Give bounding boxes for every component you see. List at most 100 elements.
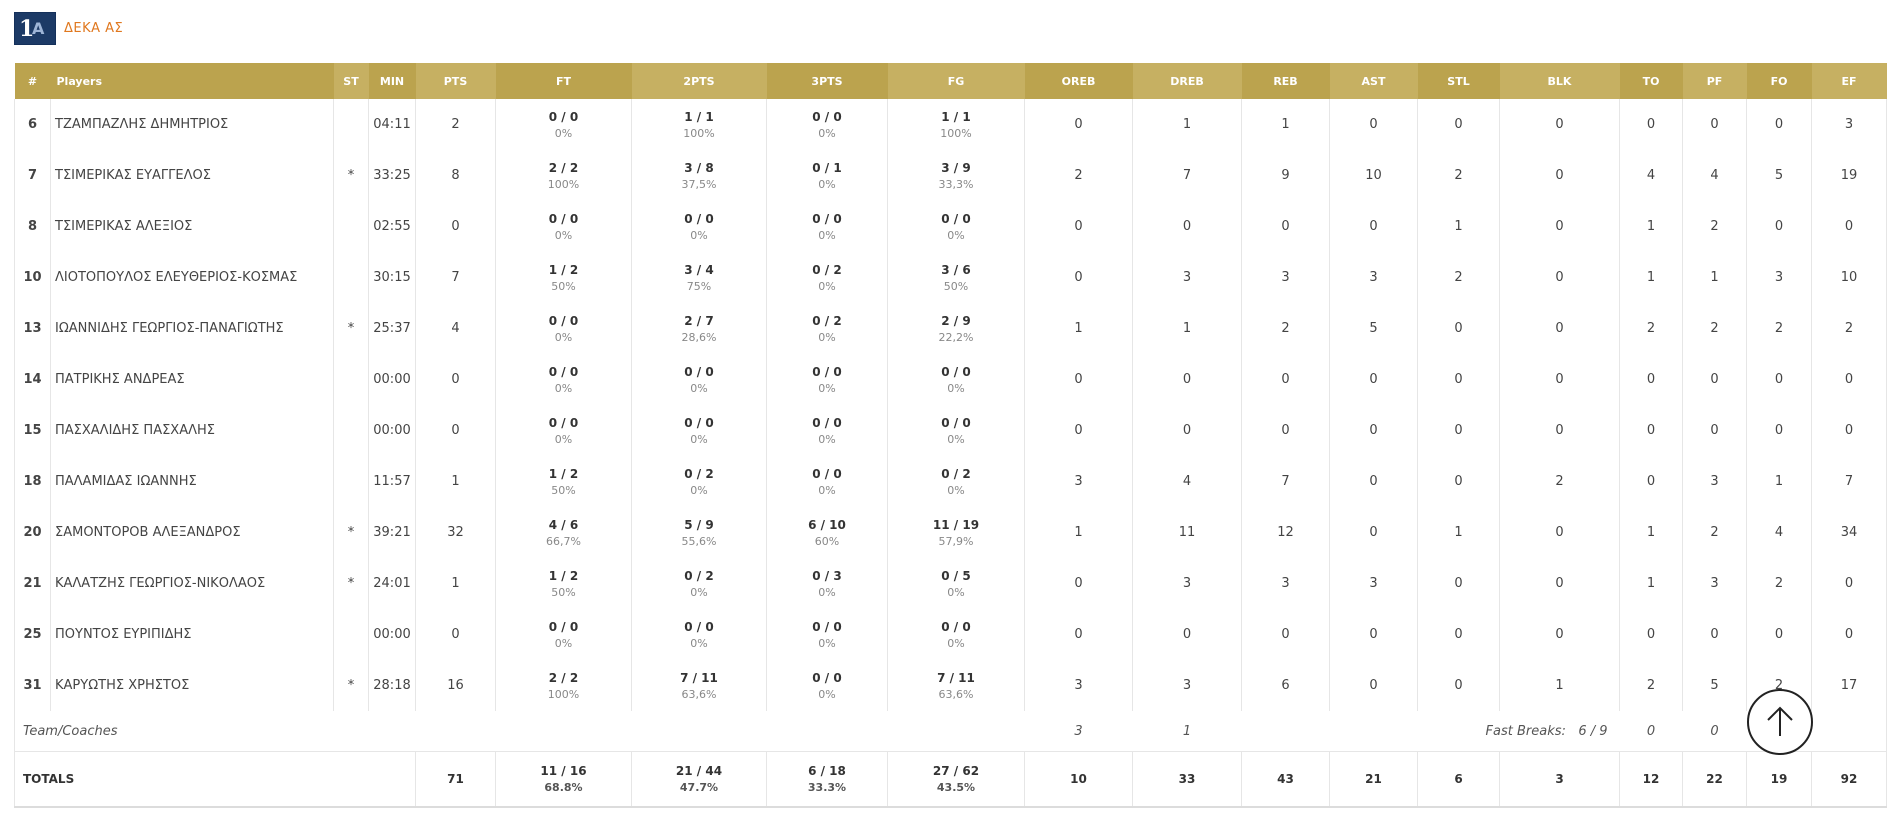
player-name[interactable]: ΠΑΤΡΙΚΗΣ ΑΝΔΡΕΑΣ [50, 354, 334, 405]
col-header-pts[interactable]: PTS [415, 63, 496, 99]
player-name[interactable]: ΠΑΣΧΑΛΙΔΗΣ ΠΑΣΧΑΛΗΣ [50, 405, 334, 456]
fg-made-attempted: 0 / 5 [941, 568, 971, 583]
ft-made-attempted: 1 / 2 [548, 262, 579, 277]
2pts-made-attempted: 2 / 7 [684, 313, 714, 328]
fg-made-attempted: 2 / 9 [941, 313, 971, 328]
player-pf: 0 [1682, 99, 1747, 150]
col-header-2pts[interactable]: 2PTS [631, 63, 767, 99]
player-name[interactable]: ΤΖΑΜΠΑΖΛΗΣ ΔΗΜΗΤΡΙΟΣ [50, 99, 334, 150]
team-logo: 1 Α [14, 11, 56, 45]
player-name[interactable]: ΤΣΙΜΕΡΙΚΑΣ ΑΛΕΞΙΟΣ [50, 201, 334, 252]
player-2pts: 0 / 2 0% [631, 558, 767, 609]
player-name[interactable]: ΛΙΟΤΟΠΟΥΛΟΣ ΕΛΕΥΘΕΡΙΟΣ-ΚΟΣΜΑΣ [50, 252, 334, 303]
col-header-ef[interactable]: EF [1811, 63, 1887, 99]
col-header-ft[interactable]: FT [495, 63, 632, 99]
player-ef: 3 [1811, 99, 1887, 150]
player-oreb: 3 [1024, 456, 1133, 507]
player-to: 0 [1619, 405, 1683, 456]
player-number: 18 [14, 456, 51, 507]
player-name[interactable]: ΙΩΑΝΝΙΔΗΣ ΓΕΩΡΓΙΟΣ-ΠΑΝΑΓΙΩΤΗΣ [50, 303, 334, 354]
player-fg: 0 / 0 0% [887, 201, 1025, 252]
col-header-fo[interactable]: FO [1746, 63, 1812, 99]
ft-pct: 100% [547, 687, 580, 701]
3pts-pct: 0% [818, 585, 836, 599]
player-to: 2 [1619, 660, 1683, 711]
player-reb: 0 [1241, 354, 1330, 405]
player-oreb: 3 [1024, 660, 1133, 711]
fg-made-attempted: 3 / 6 [941, 262, 971, 277]
player-pts: 1 [415, 456, 496, 507]
player-blk: 0 [1499, 609, 1620, 660]
player-pts: 0 [415, 201, 496, 252]
col-header-dreb[interactable]: DREB [1132, 63, 1242, 99]
2pts-made-attempted: 0 / 0 [684, 619, 714, 634]
col-header-ast[interactable]: AST [1329, 63, 1418, 99]
col-header-3pts[interactable]: 3PTS [766, 63, 888, 99]
player-pts: 0 [415, 609, 496, 660]
player-stl: 0 [1417, 558, 1500, 609]
ft-made-attempted: 1 / 2 [548, 466, 579, 481]
player-ft: 0 / 0 0% [495, 354, 632, 405]
col-header-blk[interactable]: BLK [1499, 63, 1620, 99]
3pts-pct: 0% [818, 126, 836, 140]
starter-mark: * [333, 558, 369, 609]
team-name[interactable]: ΔΕΚΑ ΑΣ [64, 20, 124, 36]
col-header-min[interactable]: MIN [368, 63, 416, 99]
team-oreb: 3 [1074, 723, 1083, 739]
player-to: 1 [1619, 558, 1683, 609]
totals-blk: 3 [1499, 751, 1620, 808]
starter-mark [333, 456, 369, 507]
player-oreb: 0 [1024, 609, 1133, 660]
player-reb: 3 [1241, 558, 1330, 609]
player-3pts: 0 / 0 0% [766, 609, 888, 660]
player-name[interactable]: ΣΑΜΟΝΤΟΡΟΒ ΑΛΕΞΑΝΔΡΟΣ [50, 507, 334, 558]
2pts-pct: 0% [690, 228, 708, 242]
col-header-to[interactable]: TO [1619, 63, 1683, 99]
ft-made-attempted: 0 / 0 [548, 109, 579, 124]
3pts-made-attempted: 0 / 1 [812, 160, 842, 175]
col-header-num[interactable]: # [14, 63, 51, 99]
totals-fo: 19 [1746, 751, 1812, 808]
player-name[interactable]: ΚΑΛΑΤΖΗΣ ΓΕΩΡΓΙΟΣ-ΝΙΚΟΛΑΟΣ [50, 558, 334, 609]
col-header-stl[interactable]: STL [1417, 63, 1500, 99]
player-min: 39:21 [368, 507, 416, 558]
col-header-fg[interactable]: FG [887, 63, 1025, 99]
col-header-st[interactable]: ST [333, 63, 369, 99]
col-header-reb[interactable]: REB [1241, 63, 1330, 99]
player-min: 25:37 [368, 303, 416, 354]
3pts-made-attempted: 0 / 0 [812, 211, 842, 226]
player-name[interactable]: ΠΟΥΝΤΟΣ ΕΥΡΙΠΙΔΗΣ [50, 609, 334, 660]
player-ft: 2 / 2 100% [495, 660, 632, 711]
3pts-pct: 0% [818, 381, 836, 395]
totals-2pts: 21 / 44 47.7% [631, 751, 767, 808]
player-fo: 2 [1746, 558, 1812, 609]
totals-ef: 92 [1811, 751, 1887, 808]
player-dreb: 11 [1132, 507, 1242, 558]
starter-mark [333, 252, 369, 303]
player-name[interactable]: ΤΣΙΜΕΡΙΚΑΣ ΕΥΑΓΓΕΛΟΣ [50, 150, 334, 201]
player-fo: 0 [1746, 99, 1812, 150]
team-empty-reb [1242, 711, 1330, 752]
player-reb: 12 [1241, 507, 1330, 558]
player-name[interactable]: ΠΑΛΑΜΙΔΑΣ ΙΩΑΝΝΗΣ [50, 456, 334, 507]
team-dreb: 1 [1182, 723, 1192, 739]
fg-made-attempted: 0 / 2 [941, 466, 971, 481]
3pts-made-attempted: 0 / 0 [812, 364, 842, 379]
player-2pts: 0 / 2 0% [631, 456, 767, 507]
player-row: 7 ΤΣΙΜΕΡΙΚΑΣ ΕΥΑΓΓΕΛΟΣ * 33:25 8 2 / 2 100% 3 /… [14, 150, 1887, 201]
player-pts: 16 [415, 660, 496, 711]
player-oreb: 0 [1024, 558, 1133, 609]
scroll-to-top-button[interactable] [1747, 689, 1813, 755]
player-min: 33:25 [368, 150, 416, 201]
player-name[interactable]: ΚΑΡΥΩΤΗΣ ΧΡΗΣΤΟΣ [50, 660, 334, 711]
2pts-made-attempted: 7 / 11 [680, 670, 718, 685]
player-number: 20 [14, 507, 51, 558]
player-ef: 17 [1811, 660, 1887, 711]
player-number: 13 [14, 303, 51, 354]
col-header-pf[interactable]: PF [1682, 63, 1747, 99]
col-header-oreb[interactable]: OREB [1024, 63, 1133, 99]
col-header-players[interactable]: Players [50, 63, 334, 99]
starter-mark [333, 99, 369, 150]
fg-pct: 50% [943, 279, 969, 293]
player-fg: 0 / 2 0% [887, 456, 1025, 507]
